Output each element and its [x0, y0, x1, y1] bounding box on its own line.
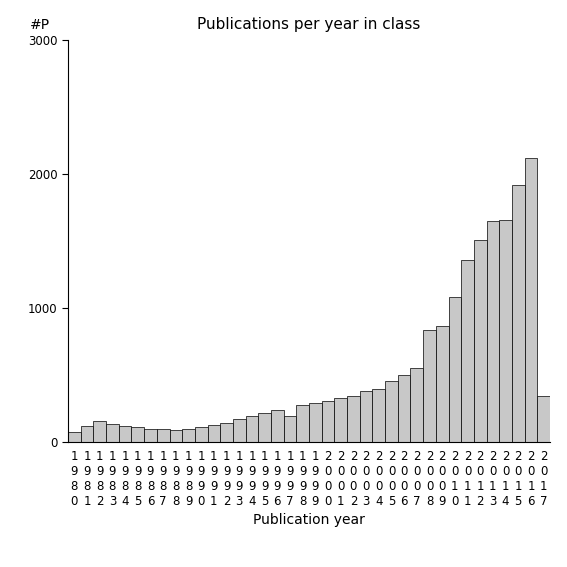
Bar	[436, 325, 448, 442]
Bar	[271, 410, 284, 442]
Bar	[119, 426, 132, 442]
X-axis label: Publication year: Publication year	[253, 514, 365, 527]
Bar	[335, 398, 347, 442]
Bar	[423, 329, 436, 442]
Bar	[538, 396, 550, 442]
Bar	[321, 401, 335, 442]
Bar	[524, 158, 538, 442]
Bar	[284, 416, 297, 442]
Bar	[81, 426, 94, 442]
Bar	[411, 369, 423, 442]
Bar	[195, 428, 208, 442]
Bar	[448, 297, 461, 442]
Bar	[144, 429, 157, 442]
Bar	[157, 429, 170, 442]
Bar	[106, 424, 119, 442]
Bar	[208, 425, 220, 442]
Bar	[359, 391, 373, 442]
Bar	[486, 221, 500, 442]
Bar	[474, 240, 486, 442]
Bar	[132, 428, 144, 442]
Bar	[347, 396, 359, 442]
Bar	[398, 375, 411, 442]
Text: #P: #P	[29, 18, 49, 32]
Bar	[220, 423, 233, 442]
Bar	[512, 185, 524, 442]
Bar	[68, 432, 81, 442]
Bar	[259, 413, 271, 442]
Bar	[309, 403, 321, 442]
Title: Publications per year in class: Publications per year in class	[197, 16, 421, 32]
Bar	[246, 416, 259, 442]
Bar	[233, 419, 246, 442]
Bar	[500, 219, 512, 442]
Bar	[170, 430, 182, 442]
Bar	[182, 429, 195, 442]
Bar	[461, 260, 474, 442]
Bar	[385, 380, 398, 442]
Bar	[373, 388, 385, 442]
Bar	[297, 405, 309, 442]
Bar	[94, 421, 106, 442]
